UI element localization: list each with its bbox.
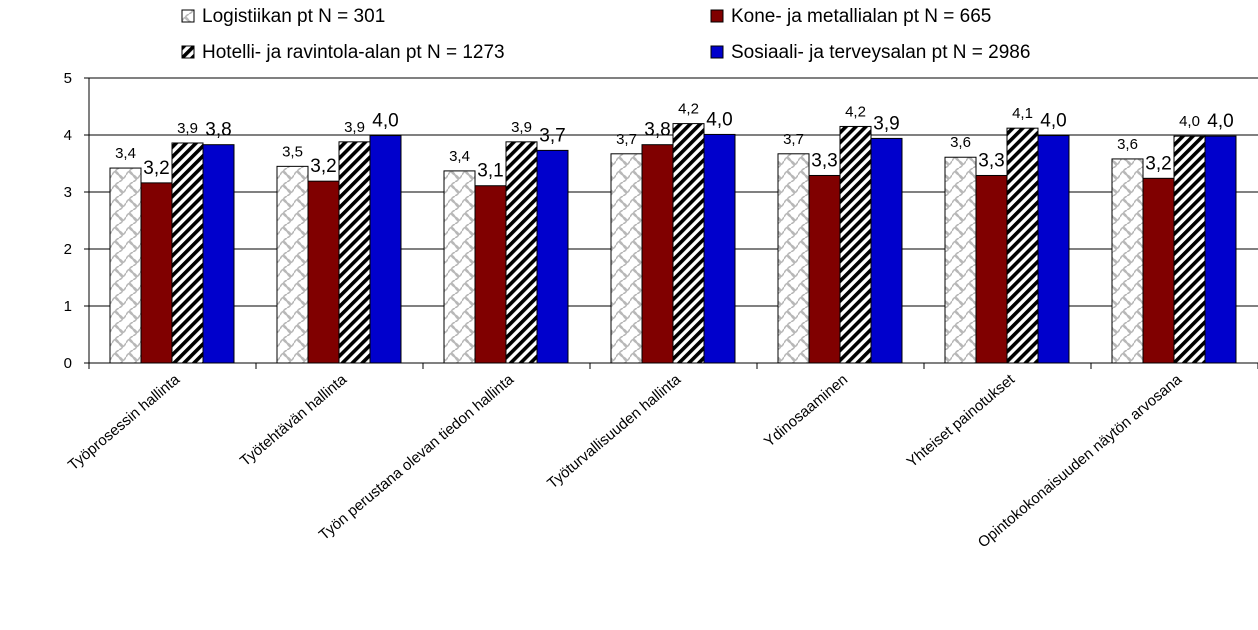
bar-series3-cat1 xyxy=(171,142,204,364)
data-label-series4-cat6: 4,0 xyxy=(1040,111,1066,132)
category-label: Opintokokonaisuuden näytön arvosana xyxy=(975,371,1186,552)
data-label-series2-cat5: 3,3 xyxy=(811,150,837,171)
data-label-series3-cat1: 3,9 xyxy=(177,120,198,137)
legend-label-series4: Sosiaali- ja terveysalan pt N = 2986 xyxy=(731,42,1030,63)
data-label-series2-cat3: 3,1 xyxy=(477,161,503,182)
data-label-series2-cat4: 3,8 xyxy=(644,120,670,141)
bar-series3-cat6 xyxy=(1006,127,1039,364)
bar-series1-cat1 xyxy=(109,167,142,364)
y-tick-label: 5 xyxy=(64,70,72,87)
legend-swatch-series2 xyxy=(710,9,724,23)
bar-series2-cat4 xyxy=(641,144,674,364)
data-label-series4-cat5: 3,9 xyxy=(873,113,899,134)
bar-series4-cat2 xyxy=(369,135,402,364)
category-label: Yhteiset painotukset xyxy=(904,371,1019,471)
bar-series4-cat5 xyxy=(870,137,903,364)
data-label-series2-cat1: 3,2 xyxy=(143,158,169,179)
data-label-series1-cat4: 3,7 xyxy=(616,131,637,148)
data-label-series3-cat4: 4,2 xyxy=(678,101,699,118)
y-tick-label: 3 xyxy=(64,184,72,201)
y-tick-label: 4 xyxy=(64,127,72,144)
bar-series4-cat4 xyxy=(703,133,736,364)
bars xyxy=(109,123,1237,364)
legend-label-series3: Hotelli- ja ravintola-alan pt N = 1273 xyxy=(202,42,505,63)
y-axis: 0 1 2 3 4 5 xyxy=(64,70,90,372)
legend-swatch-series1 xyxy=(181,9,195,23)
y-tick-label: 2 xyxy=(64,241,72,258)
data-label-series2-cat2: 3,2 xyxy=(310,156,336,177)
data-label-series3-cat5: 4,2 xyxy=(845,103,866,120)
data-label-series1-cat5: 3,7 xyxy=(783,131,804,148)
bar-series3-cat3 xyxy=(505,141,538,364)
bar-series2-cat3 xyxy=(474,185,507,364)
bar-series1-cat4 xyxy=(610,153,643,364)
bar-series3-cat5 xyxy=(839,125,872,364)
bar-series2-cat6 xyxy=(975,174,1008,364)
category-labels: Työprosessin hallinta Työtehtävän hallint… xyxy=(65,371,1186,552)
category-label: Työtehtävän hallinta xyxy=(237,371,351,470)
data-label-series1-cat1: 3,4 xyxy=(115,145,136,162)
data-label-series4-cat3: 3,7 xyxy=(539,125,565,146)
bar-series3-cat7 xyxy=(1173,135,1206,364)
bar-series1-cat2 xyxy=(276,165,309,364)
data-label-series4-cat1: 3,8 xyxy=(205,120,231,141)
bar-series1-cat5 xyxy=(777,153,810,364)
bar-series1-cat3 xyxy=(443,170,476,364)
data-label-series2-cat7: 3,2 xyxy=(1145,153,1171,174)
data-label-series3-cat6: 4,1 xyxy=(1012,105,1033,122)
x-axis xyxy=(88,362,1258,369)
data-label-series1-cat3: 3,4 xyxy=(449,148,470,165)
bar-series3-cat4 xyxy=(672,123,705,364)
bar-series4-cat1 xyxy=(202,144,235,364)
bar-series2-cat7 xyxy=(1142,177,1175,364)
category-label: Työprosessin hallinta xyxy=(65,371,184,474)
data-label-series3-cat7: 4,0 xyxy=(1179,113,1200,130)
bar-series1-cat6 xyxy=(944,156,977,364)
data-label-series3-cat3: 3,9 xyxy=(511,119,532,136)
y-tick-label: 1 xyxy=(64,298,72,315)
data-labels: 3,4 3,5 3,4 3,7 3,7 3,6 3,6 3,2 3,2 3,1 3,8 3,3 3,3 3… xyxy=(115,101,1234,182)
legend-label-series2: Kone- ja metallialan pt N = 665 xyxy=(731,6,991,27)
bar-series1-cat7 xyxy=(1111,158,1144,364)
bar-series3-cat2 xyxy=(338,141,371,364)
data-label-series4-cat4: 4,0 xyxy=(706,109,732,130)
bar-series2-cat1 xyxy=(140,182,173,364)
category-label: Ydinosaaminen xyxy=(761,371,851,450)
data-label-series2-cat6: 3,3 xyxy=(978,150,1004,171)
y-tick-label: 0 xyxy=(64,355,72,372)
bar-series4-cat6 xyxy=(1037,135,1070,364)
legend-label-series1: Logistiikan pt N = 301 xyxy=(202,6,385,27)
data-label-series1-cat6: 3,6 xyxy=(950,134,971,151)
data-label-series4-cat2: 4,0 xyxy=(372,111,398,132)
data-label-series3-cat2: 3,9 xyxy=(344,119,365,136)
bar-series2-cat5 xyxy=(808,174,841,364)
data-label-series4-cat7: 4,0 xyxy=(1207,111,1233,132)
legend-swatch-series4 xyxy=(710,45,724,59)
data-label-series1-cat7: 3,6 xyxy=(1117,136,1138,153)
category-label: Työn perustana olevan tiedon hallinta xyxy=(316,371,518,544)
legend: Logistiikan pt N = 301 Kone- ja metallial… xyxy=(181,6,1030,63)
bar-series4-cat3 xyxy=(536,149,569,364)
bar-series4-cat7 xyxy=(1204,135,1237,364)
category-label: Työturvallisuuden hallinta xyxy=(544,371,684,493)
legend-swatch-series3 xyxy=(181,45,195,59)
data-label-series1-cat2: 3,5 xyxy=(282,143,303,160)
bar-series2-cat2 xyxy=(307,180,340,364)
